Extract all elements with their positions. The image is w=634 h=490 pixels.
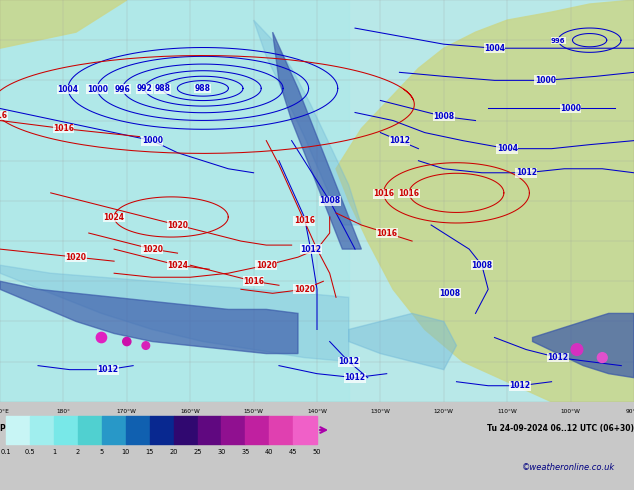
- Text: 120°W: 120°W: [434, 409, 454, 414]
- Text: 1012: 1012: [515, 168, 537, 177]
- Text: 50: 50: [313, 449, 321, 455]
- Bar: [78, 416, 102, 444]
- Bar: [0, 0, 349, 402]
- Text: 130°W: 130°W: [370, 409, 391, 414]
- Text: 1012: 1012: [509, 381, 531, 390]
- Polygon shape: [533, 314, 634, 378]
- Text: 5: 5: [100, 449, 104, 455]
- Text: 996: 996: [115, 85, 131, 94]
- Text: 100°W: 100°W: [560, 409, 581, 414]
- Text: 1004: 1004: [58, 85, 79, 94]
- Text: 988: 988: [155, 84, 171, 93]
- Text: 988: 988: [195, 84, 211, 93]
- Text: 1008: 1008: [433, 112, 455, 121]
- Text: 0.1: 0.1: [1, 449, 11, 455]
- Text: 1012: 1012: [300, 245, 321, 254]
- Polygon shape: [336, 0, 634, 402]
- Text: 150°W: 150°W: [243, 409, 264, 414]
- Text: 30: 30: [217, 449, 226, 455]
- Bar: [245, 416, 269, 444]
- Point: [572, 345, 582, 353]
- Text: 15: 15: [146, 449, 154, 455]
- Polygon shape: [254, 20, 361, 225]
- Text: 170°E: 170°E: [0, 409, 9, 414]
- Text: 1016: 1016: [399, 189, 420, 198]
- Point: [141, 342, 151, 349]
- Text: 1012: 1012: [344, 373, 366, 382]
- Text: 25: 25: [193, 449, 202, 455]
- Polygon shape: [0, 265, 349, 362]
- Bar: [221, 416, 245, 444]
- Text: 1020: 1020: [167, 220, 188, 229]
- Text: 1000: 1000: [141, 136, 163, 145]
- Text: 140°W: 140°W: [307, 409, 327, 414]
- Text: 1008: 1008: [319, 196, 340, 205]
- Text: 110°W: 110°W: [497, 409, 517, 414]
- Bar: [126, 416, 150, 444]
- Bar: [150, 416, 174, 444]
- Text: ©weatheronline.co.uk: ©weatheronline.co.uk: [522, 464, 615, 472]
- Text: 1024: 1024: [103, 213, 125, 222]
- Text: 1012: 1012: [389, 136, 410, 145]
- Text: 1016: 1016: [53, 124, 74, 133]
- Bar: [269, 416, 293, 444]
- Text: 1020: 1020: [65, 253, 87, 262]
- Bar: [174, 416, 198, 444]
- Text: Precipitation (6h) [mm] ECMWF: Precipitation (6h) [mm] ECMWF: [0, 424, 137, 433]
- Text: 996: 996: [551, 38, 566, 44]
- Text: 1020: 1020: [256, 261, 277, 270]
- Text: Tu 24-09-2024 06..12 UTC (06+30): Tu 24-09-2024 06..12 UTC (06+30): [487, 424, 634, 433]
- Polygon shape: [349, 314, 456, 369]
- Bar: [30, 416, 54, 444]
- Text: 1012: 1012: [97, 365, 119, 374]
- Text: 1016: 1016: [243, 277, 264, 286]
- Text: 1000: 1000: [87, 85, 108, 94]
- Bar: [102, 416, 126, 444]
- Bar: [293, 416, 317, 444]
- Text: 1: 1: [52, 449, 56, 455]
- Bar: [198, 416, 221, 444]
- Text: 1024: 1024: [167, 261, 188, 270]
- Text: 20: 20: [169, 449, 178, 455]
- Text: 180°: 180°: [56, 409, 70, 414]
- Text: 1004: 1004: [496, 144, 518, 153]
- Text: 40: 40: [265, 449, 273, 455]
- Text: 1004: 1004: [484, 44, 505, 53]
- Text: 10: 10: [122, 449, 130, 455]
- Text: 35: 35: [241, 449, 250, 455]
- Polygon shape: [273, 32, 361, 249]
- Text: 1000: 1000: [560, 104, 581, 113]
- Text: 1008: 1008: [471, 261, 493, 270]
- Text: 1016: 1016: [294, 217, 315, 225]
- Point: [96, 334, 107, 342]
- Text: 90°W: 90°W: [626, 409, 634, 414]
- Text: 1008: 1008: [439, 289, 461, 298]
- Text: 1020: 1020: [294, 285, 315, 294]
- Text: 1012: 1012: [338, 357, 359, 366]
- Text: 2: 2: [76, 449, 80, 455]
- Text: 1016: 1016: [373, 189, 394, 198]
- Polygon shape: [0, 0, 127, 48]
- Text: 0.5: 0.5: [25, 449, 36, 455]
- Bar: [6, 416, 30, 444]
- Point: [597, 354, 607, 362]
- Polygon shape: [0, 281, 298, 354]
- Text: 1000: 1000: [534, 76, 556, 85]
- Point: [122, 338, 132, 345]
- Text: 45: 45: [289, 449, 297, 455]
- Text: 1016: 1016: [376, 228, 398, 238]
- Bar: [54, 416, 78, 444]
- Text: 992: 992: [137, 84, 152, 94]
- Text: 160°W: 160°W: [180, 409, 200, 414]
- Text: 170°W: 170°W: [117, 409, 137, 414]
- Text: 1016: 1016: [0, 111, 8, 120]
- Text: 1020: 1020: [141, 245, 163, 254]
- Text: 1012: 1012: [547, 353, 569, 362]
